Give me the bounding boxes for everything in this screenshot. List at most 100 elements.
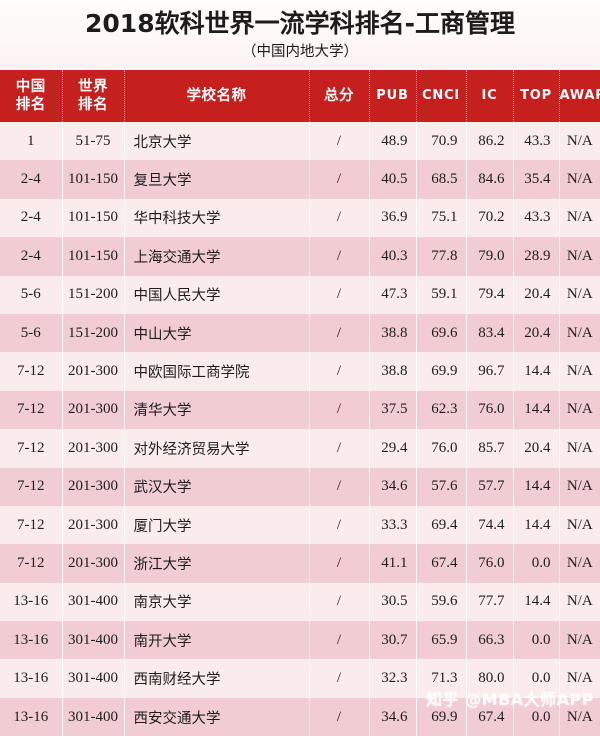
cell-school: 中山大学: [124, 313, 310, 353]
cell-world-rank: 201-300: [62, 390, 125, 430]
cell-cn-rank: 1: [0, 122, 63, 161]
cell-top: 14.4: [513, 505, 560, 545]
cell-ic: 77.7: [466, 582, 514, 622]
cell-award: N/A: [559, 582, 600, 622]
cell-total: /: [309, 198, 370, 238]
cell-world-rank: 101-150: [62, 237, 125, 276]
table-row: 2-4 101-150 华中科技大学/36.9 75.1 70.2 43.3 N/A: [0, 198, 600, 238]
cell-award: N/A: [559, 390, 600, 430]
cell-pub: 40.3: [369, 237, 417, 276]
cell-award: N/A: [559, 122, 600, 161]
cell-cnci: 71.3: [416, 659, 467, 698]
column-header-ic: IC: [466, 70, 514, 122]
cell-cn-rank: 7-12: [0, 390, 63, 430]
cell-pub: 32.3: [369, 659, 417, 698]
cell-school: 浙江大学: [124, 544, 310, 583]
cell-school: 武汉大学: [124, 467, 310, 506]
cell-ic: 67.4: [466, 697, 514, 736]
cell-cnci: 76.0: [416, 429, 467, 468]
cell-cnci: 65.9: [416, 621, 467, 660]
cell-world-rank: 201-300: [62, 544, 125, 583]
cell-ic: 86.2: [466, 122, 514, 161]
cell-cn-rank: 5-6: [0, 313, 63, 353]
cell-top: 35.4: [513, 160, 560, 199]
cell-pub: 48.9: [369, 122, 417, 161]
cell-award: N/A: [559, 505, 600, 545]
cell-world-rank: 201-300: [62, 505, 125, 545]
column-header-award: AWARD: [559, 70, 600, 122]
table-row: 5-6 151-200 中国人民大学/47.3 59.1 79.4 20.4 N/A: [0, 275, 600, 314]
cell-pub: 38.8: [369, 313, 417, 353]
column-header-cn-rank-line2: 排名: [15, 97, 46, 113]
cell-world-rank: 51-75: [62, 122, 125, 161]
cell-school: 华中科技大学: [124, 198, 310, 238]
cell-pub: 37.5: [369, 390, 417, 430]
cell-school: 厦门大学: [124, 505, 310, 545]
cell-award: N/A: [559, 313, 600, 353]
cell-cn-rank: 13-16: [0, 582, 63, 622]
cell-ic: 74.4: [466, 505, 514, 545]
cell-award: N/A: [559, 621, 600, 660]
cell-pub: 34.6: [369, 467, 417, 506]
cell-world-rank: 101-150: [62, 198, 125, 238]
cell-cn-rank: 13-16: [0, 621, 63, 660]
cell-world-rank: 151-200: [62, 313, 125, 353]
cell-award: N/A: [559, 659, 600, 698]
cell-cn-rank: 5-6: [0, 275, 63, 314]
cell-pub: 33.3: [369, 505, 417, 545]
cell-ic: 85.7: [466, 429, 514, 468]
cell-cnci: 77.8: [416, 237, 467, 276]
cell-total: /: [309, 390, 370, 430]
cell-top: 14.4: [513, 390, 560, 430]
table-row: 2-4 101-150 复旦大学/40.5 68.5 84.6 35.4 N/A: [0, 160, 600, 199]
table-row: 7-12 201-300 浙江大学/41.1 67.4 76.0 0.0 N/A: [0, 544, 600, 583]
cell-cn-rank: 2-4: [0, 160, 63, 199]
cell-ic: 70.2: [466, 198, 514, 238]
cell-pub: 38.8: [369, 352, 417, 391]
cell-ic: 76.0: [466, 544, 514, 583]
cell-award: N/A: [559, 237, 600, 276]
table-row: 5-6 151-200 中山大学/38.8 69.6 83.4 20.4 N/A: [0, 313, 600, 353]
cell-ic: 76.0: [466, 390, 514, 430]
cell-total: /: [309, 697, 370, 736]
cell-cnci: 59.6: [416, 582, 467, 622]
table-row: 7-12 201-300 武汉大学/34.6 57.6 57.7 14.4 N/A: [0, 467, 600, 506]
cell-total: /: [309, 275, 370, 314]
cell-total: /: [309, 122, 370, 161]
cell-school: 上海交通大学: [124, 237, 310, 276]
cell-total: /: [309, 313, 370, 353]
table-row: 13-16 301-400 西南财经大学/32.3 71.3 80.0 0.0 N/A: [0, 659, 600, 698]
column-header-top: TOP: [513, 70, 560, 122]
cell-cn-rank: 13-16: [0, 697, 63, 736]
cell-ic: 83.4: [466, 313, 514, 353]
cell-cnci: 59.1: [416, 275, 467, 314]
cell-school: 复旦大学: [124, 160, 310, 199]
cell-top: 43.3: [513, 122, 560, 161]
cell-total: /: [309, 352, 370, 391]
cell-ic: 57.7: [466, 467, 514, 506]
cell-world-rank: 101-150: [62, 160, 125, 199]
column-header-world-rank-line2: 排名: [78, 97, 108, 113]
table-row: 7-12 201-300 厦门大学/33.3 69.4 74.4 14.4 N/A: [0, 505, 600, 545]
cell-top: 20.4: [513, 429, 560, 468]
table-row: 13-16 301-400 南开大学/30.7 65.9 66.3 0.0 N/A: [0, 621, 600, 660]
cell-total: /: [309, 160, 370, 199]
cell-school: 对外经济贸易大学: [124, 429, 310, 468]
cell-top: 14.4: [513, 582, 560, 622]
table-row: 13-16 301-400 西安交通大学/34.6 69.9 67.4 0.0 N/A: [0, 697, 600, 736]
cell-cnci: 69.6: [416, 313, 467, 353]
cell-school: 中欧国际工商学院: [124, 352, 310, 391]
cell-pub: 36.9: [369, 198, 417, 238]
cell-ic: 80.0: [466, 659, 514, 698]
cell-total: /: [309, 544, 370, 583]
cell-ic: 79.4: [466, 275, 514, 314]
cell-award: N/A: [559, 352, 600, 391]
page-subtitle: （中国内地大学）: [242, 44, 358, 60]
cell-cnci: 67.4: [416, 544, 467, 583]
cell-cnci: 57.6: [416, 467, 467, 506]
cell-school: 西南财经大学: [124, 659, 310, 698]
cell-total: /: [309, 467, 370, 506]
cell-school: 南京大学: [124, 582, 310, 622]
cell-total: /: [309, 429, 370, 468]
column-header-school: 学校名称: [124, 70, 310, 122]
